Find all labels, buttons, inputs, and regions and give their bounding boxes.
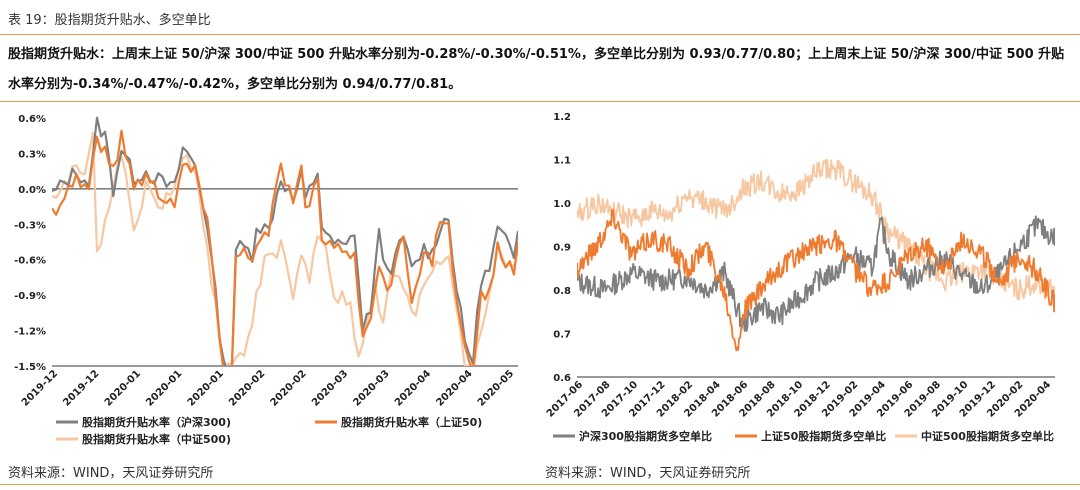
premium-chart-svg: 0.6%0.3%0.0%-0.3%-0.6%-0.9%-1.2%-1.5%201… xyxy=(14,114,518,446)
x-tick-label: 2019-12 xyxy=(20,368,60,408)
x-tick-label: 2020-02 xyxy=(227,368,267,408)
table-title: 表 19：股指期货升贴水、多空单比 xyxy=(8,13,211,28)
x-tick-label: 2020-05 xyxy=(476,368,516,408)
y-tick-label: 0.9 xyxy=(553,243,571,254)
legend-label-sz50: 上证50股指期货多空单比 xyxy=(761,429,886,443)
x-tick-label: 2020-01 xyxy=(144,368,184,408)
x-tick-label: 2020-03 xyxy=(352,368,392,408)
legend-label-zz500: 中证500股指期货多空单比 xyxy=(921,429,1054,443)
summary-paragraph: 股指期货升贴水：上周末上证 50/沪深 300/中证 500 升贴水率分别为-0… xyxy=(8,47,1065,92)
x-tick-label: 2020-01 xyxy=(103,368,143,408)
premium-chart: 0.6% 0.3% 0.0% -0.3% -0.6% -0.9% -1.2% -1.5% 201… xyxy=(0,104,535,456)
ratio-chart-svg: 1.21.11.00.90.80.70.62017-062017-082017-… xyxy=(545,112,1055,443)
y-tick-label: 0.7 xyxy=(553,330,571,341)
y-tick-label: -0.6% xyxy=(14,256,46,267)
series-line-hs300 xyxy=(52,116,518,366)
footer-divider xyxy=(0,484,1080,485)
y-tick-label: 0.6 xyxy=(553,373,571,384)
x-tick-label: 2020-02 xyxy=(269,368,309,408)
y-tick-label: 0.6% xyxy=(18,114,46,125)
y-tick-label: -1.2% xyxy=(14,327,46,338)
y-tick-label: 1.0 xyxy=(553,199,571,210)
x-tick-label: 2019-12 xyxy=(61,368,101,408)
x-tick-label: 2020-01 xyxy=(186,368,226,408)
series-line-zz500 xyxy=(52,131,518,366)
series-line-zz500 xyxy=(577,158,1055,301)
y-tick-label: 1.2 xyxy=(553,112,571,123)
table-header-bar: 表 19：股指期货升贴水、多空单比 xyxy=(0,0,1080,35)
ratio-chart: 1.2 1.1 1.0 0.9 0.8 0.7 0.6 2017-06 2017-08 2017-… xyxy=(545,104,1080,456)
y-tick-label: 0.0% xyxy=(18,185,46,196)
y-tick-label: -0.9% xyxy=(14,291,46,302)
y-tick-label: 0.8 xyxy=(553,286,571,297)
x-tick-label: 2020-03 xyxy=(310,368,350,408)
x-tick-label: 2020-04 xyxy=(393,368,433,408)
source-left: 资料来源：WIND，天风证券研究所 xyxy=(8,466,214,481)
series-line-sz50 xyxy=(577,209,1055,352)
source-right: 资料来源：WIND，天风证券研究所 xyxy=(545,466,751,481)
series-line-hs300 xyxy=(577,215,1055,333)
legend-label-hs300: 沪深300股指期货多空单比 xyxy=(579,429,712,443)
y-tick-label: 1.1 xyxy=(553,156,571,167)
series-line-sz50 xyxy=(52,129,518,366)
y-tick-label: -1.5% xyxy=(14,362,46,373)
x-tick-label: 2020-04 xyxy=(434,368,474,408)
summary-divider xyxy=(0,101,1080,102)
y-tick-label: 0.3% xyxy=(18,149,46,160)
legend-label-sz50: 股指期货升贴水率（上证50) xyxy=(341,415,482,429)
legend-label-hs300: 股指期货升贴水率（沪深300) xyxy=(82,415,231,429)
y-tick-label: -0.3% xyxy=(14,220,46,231)
legend-label-zz500: 股指期货升贴水率（中证500) xyxy=(82,432,231,446)
